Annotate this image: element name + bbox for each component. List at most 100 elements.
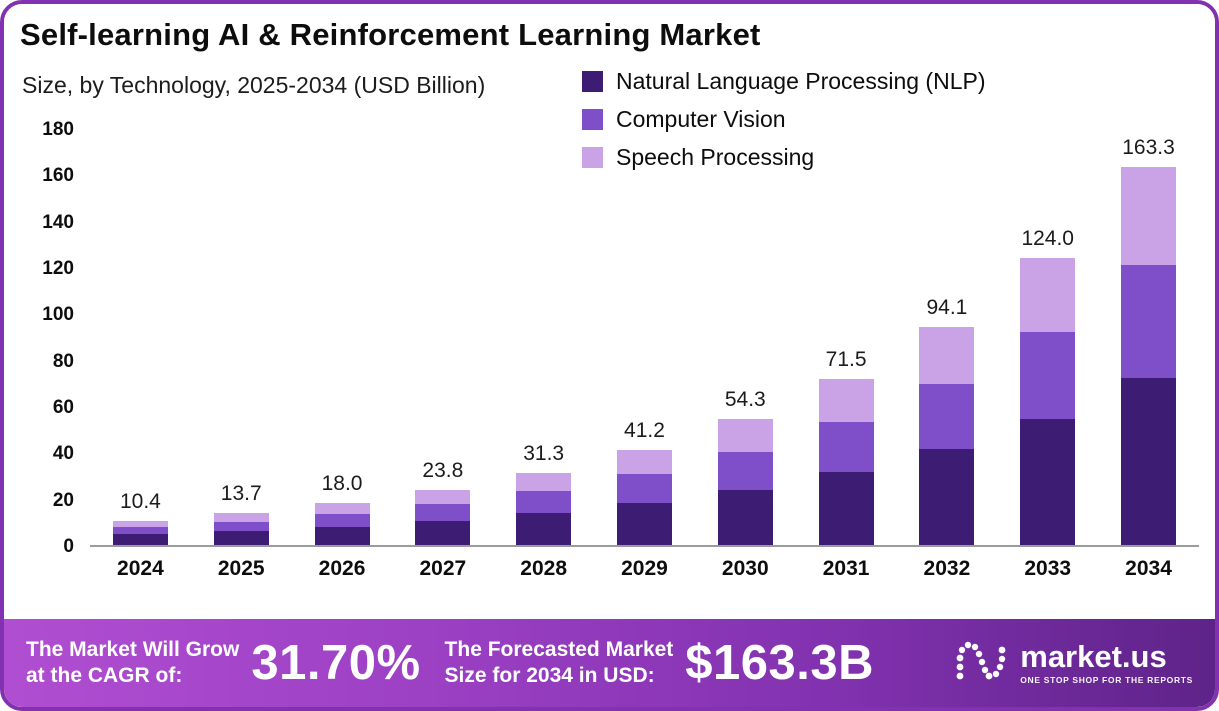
bar-segment-nlp	[818, 472, 874, 545]
computer-vision-color-swatch	[582, 109, 603, 130]
forecast-label: The Forecasted Market Size for 2034 in U…	[445, 637, 674, 688]
bar-segment-computer-vision	[415, 504, 471, 521]
y-tick-label: 0	[63, 536, 74, 557]
bar-column: 71.5	[796, 130, 897, 545]
bar-total-label: 41.2	[624, 418, 665, 442]
cagr-value: 31.70%	[251, 636, 421, 690]
legend-label-computer-vision: Computer Vision	[616, 106, 786, 132]
page-title: Self-learning AI & Reinforcement Learnin…	[20, 17, 761, 52]
nlp-color-swatch	[582, 71, 603, 92]
bar-total-label: 10.4	[119, 489, 161, 513]
bar-total-label: 71.5	[825, 348, 867, 372]
bar-segment-computer-vision	[314, 514, 370, 527]
bar-column: 41.2	[594, 130, 695, 545]
bar-total-label: 124.0	[1021, 226, 1074, 250]
cagr-label: The Market Will Grow at the CAGR of:	[26, 637, 239, 688]
bar-segment-computer-vision	[1121, 264, 1177, 379]
y-tick-label: 120	[42, 258, 74, 279]
bar-column: 163.3	[1098, 130, 1199, 545]
bar-total-label: 163.3	[1122, 135, 1175, 159]
bar-segment-speech-processing	[1121, 166, 1177, 265]
bar-segment-nlp	[919, 449, 975, 545]
y-tick-label: 60	[52, 397, 74, 418]
y-tick-label: 80	[52, 350, 74, 372]
bar-segment-speech-processing	[919, 327, 975, 384]
brand-tagline: ONE STOP SHOP FOR THE REPORTS	[1020, 675, 1193, 685]
bar-column: 18.0	[292, 130, 393, 545]
bar-segment-nlp	[1020, 418, 1076, 545]
x-axis-label: 2030	[721, 557, 769, 580]
bar-segment-nlp	[415, 520, 471, 545]
forecast-value: $163.3B	[685, 636, 875, 690]
x-axis-label: 2027	[419, 557, 467, 580]
bar-segment-speech-processing	[112, 520, 168, 528]
plot-area: 10.4 13.7 18.0 23.8 31.3 41.2 54.3 71.5 94.1 124.…	[90, 130, 1199, 547]
bar-column: 23.8	[392, 130, 493, 545]
brand-text: market.us ONE STOP SHOP FOR THE REPORTS	[1020, 641, 1193, 685]
bar-segment-nlp	[213, 531, 269, 545]
bar-total-label: 23.8	[422, 458, 464, 482]
chart-subtitle: Size, by Technology, 2025-2034 (USD Bill…	[22, 72, 486, 98]
legend-label-nlp: Natural Language Processing (NLP)	[616, 68, 986, 94]
x-axis-label: 2032	[923, 557, 971, 580]
bar-segment-speech-processing	[616, 449, 672, 475]
x-axis-label: 2031	[822, 557, 870, 580]
bar-segment-speech-processing	[717, 419, 773, 452]
legend-label-speech-processing: Speech Processing	[616, 144, 815, 170]
y-tick-label: 180	[42, 119, 74, 140]
y-tick-label: 100	[42, 304, 74, 326]
bar-column: 54.3	[695, 130, 796, 545]
market-us-logo-icon	[952, 638, 1010, 689]
bar-segment-speech-processing	[415, 489, 471, 505]
bar-column: 31.3	[493, 130, 594, 545]
bar-segment-speech-processing	[314, 503, 370, 515]
bar-total-label: 18.0	[321, 472, 363, 496]
x-axis-label: 2025	[217, 557, 265, 580]
bar-segment-speech-processing	[213, 513, 269, 522]
x-axis-label: 2026	[318, 557, 366, 580]
brand-name: market.us	[1020, 639, 1167, 674]
bar-segment-computer-vision	[818, 422, 874, 473]
market-us-logo: market.us ONE STOP SHOP FOR THE REPORTS	[952, 638, 1193, 689]
cagr-label-line2: at the CAGR of:	[26, 664, 183, 687]
y-tick-label: 40	[52, 443, 74, 465]
bar-column: 94.1	[897, 130, 998, 545]
bar-total-label: 54.3	[724, 388, 766, 412]
bar-total-label: 13.7	[220, 482, 262, 506]
x-axis-label: 2028	[520, 557, 568, 580]
legend: Natural Language Processing (NLP) Comput…	[582, 68, 985, 171]
x-axis-label: 2024	[117, 557, 164, 580]
bar-segment-computer-vision	[1020, 332, 1076, 419]
bar-segment-nlp	[1121, 378, 1177, 545]
bar-segment-computer-vision	[616, 474, 672, 504]
x-axis-label: 2033	[1024, 557, 1072, 580]
y-tick-label: 20	[52, 489, 74, 511]
bar-segment-speech-processing	[516, 472, 572, 492]
bar-column: 10.4	[90, 130, 191, 545]
y-tick-label: 160	[42, 165, 74, 187]
bar-segment-nlp	[717, 489, 773, 545]
cagr-label-line1: The Market Will Grow	[26, 638, 240, 662]
x-axis-label: 2034	[1125, 557, 1172, 580]
bottom-banner: The Market Will Grow at the CAGR of: 31.…	[4, 619, 1215, 707]
bar-segment-computer-vision	[919, 383, 975, 450]
x-axis: 2024 2025 2026 2027 2028 2029 2030 2031 2032 2033…	[90, 557, 1199, 581]
bar-segment-speech-processing	[1020, 257, 1076, 333]
bar-segment-computer-vision	[516, 491, 572, 514]
bar-total-label: 94.1	[926, 296, 968, 320]
forecast-label-line1: The Forecasted Market	[444, 638, 674, 662]
forecast-label-line2: Size for 2034 in USD:	[444, 664, 655, 687]
bar-total-label: 31.3	[523, 441, 565, 465]
bar-segment-computer-vision	[717, 451, 773, 490]
bar-column: 13.7	[191, 130, 292, 545]
speech-processing-color-swatch	[582, 147, 603, 168]
x-axis-label: 2029	[621, 557, 668, 580]
y-tick-label: 140	[42, 211, 74, 233]
bar-segment-nlp	[112, 534, 168, 545]
bar-segment-computer-vision	[213, 521, 269, 532]
bar-segment-computer-vision	[112, 527, 168, 535]
legend-item-speech-processing: Speech Processing	[582, 144, 985, 171]
bar-segment-speech-processing	[818, 379, 874, 423]
bar-segment-nlp	[314, 526, 370, 545]
